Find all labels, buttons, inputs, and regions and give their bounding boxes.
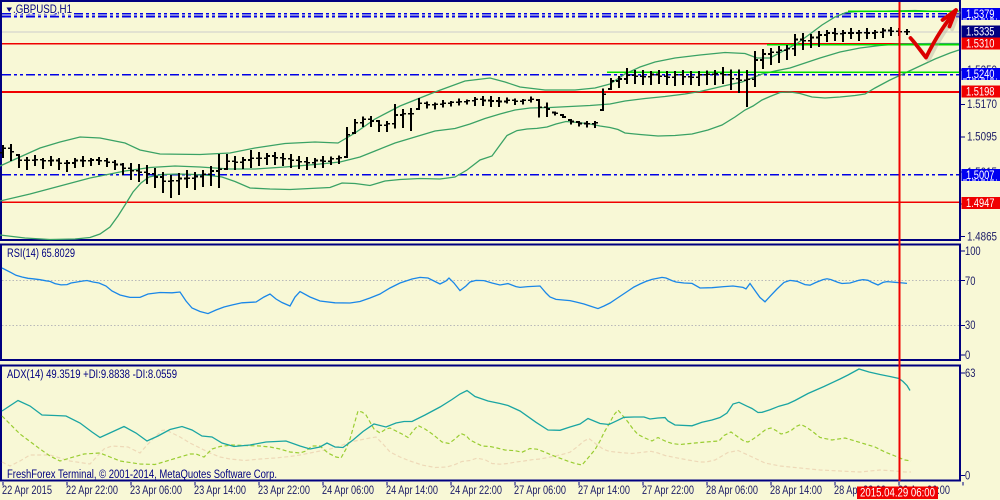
svg-text:24 Apr 06:00: 24 Apr 06:00 (322, 485, 374, 497)
svg-text:1.4947: 1.4947 (966, 198, 995, 210)
svg-text:ADX(14) 49.3519 +DI:9.8838 -DI: ADX(14) 49.3519 +DI:9.8838 -DI:8.0559 (7, 369, 177, 381)
svg-text:23 Apr 22:00: 23 Apr 22:00 (258, 485, 310, 497)
svg-text:RSI(14) 65.8029: RSI(14) 65.8029 (7, 248, 75, 260)
svg-text:0: 0 (965, 471, 970, 483)
svg-text:27 Apr 06:00: 27 Apr 06:00 (514, 485, 566, 497)
svg-text:27 Apr 22:00: 27 Apr 22:00 (642, 485, 694, 497)
svg-text:1.5007: 1.5007 (966, 170, 995, 182)
svg-text:1.5335: 1.5335 (966, 27, 995, 39)
svg-text:24 Apr 22:00: 24 Apr 22:00 (450, 485, 502, 497)
svg-text:100: 100 (965, 246, 981, 258)
svg-text:.GBPUSD,H1: .GBPUSD,H1 (13, 2, 72, 16)
svg-text:0: 0 (965, 350, 970, 362)
svg-text:1.5198: 1.5198 (966, 87, 995, 99)
svg-text:70: 70 (965, 276, 975, 288)
svg-text:1.5240: 1.5240 (966, 69, 995, 81)
svg-text:23 Apr 06:00: 23 Apr 06:00 (130, 485, 182, 497)
svg-text:1.5170: 1.5170 (967, 99, 997, 111)
svg-text:1.5310: 1.5310 (966, 39, 995, 51)
svg-text:1.5379: 1.5379 (966, 9, 995, 21)
svg-text:22 Apr 2015: 22 Apr 2015 (2, 485, 52, 497)
svg-text:FreshForex Terminal, © 2001-20: FreshForex Terminal, © 2001-2014, MetaQu… (7, 469, 277, 481)
svg-text:2015.04.29 06:00: 2015.04.29 06:00 (860, 488, 935, 500)
svg-text:1.5095: 1.5095 (967, 132, 997, 144)
svg-text:23 Apr 14:00: 23 Apr 14:00 (194, 485, 246, 497)
svg-text:63: 63 (965, 368, 975, 380)
svg-text:30: 30 (965, 320, 975, 332)
svg-text:1.4865: 1.4865 (967, 232, 997, 244)
svg-text:24 Apr 14:00: 24 Apr 14:00 (386, 485, 438, 497)
svg-text:27 Apr 14:00: 27 Apr 14:00 (578, 485, 630, 497)
svg-text:28 Apr 14:00: 28 Apr 14:00 (770, 485, 822, 497)
svg-text:22 Apr 22:00: 22 Apr 22:00 (66, 485, 118, 497)
svg-text:28 Apr 06:00: 28 Apr 06:00 (706, 485, 758, 497)
